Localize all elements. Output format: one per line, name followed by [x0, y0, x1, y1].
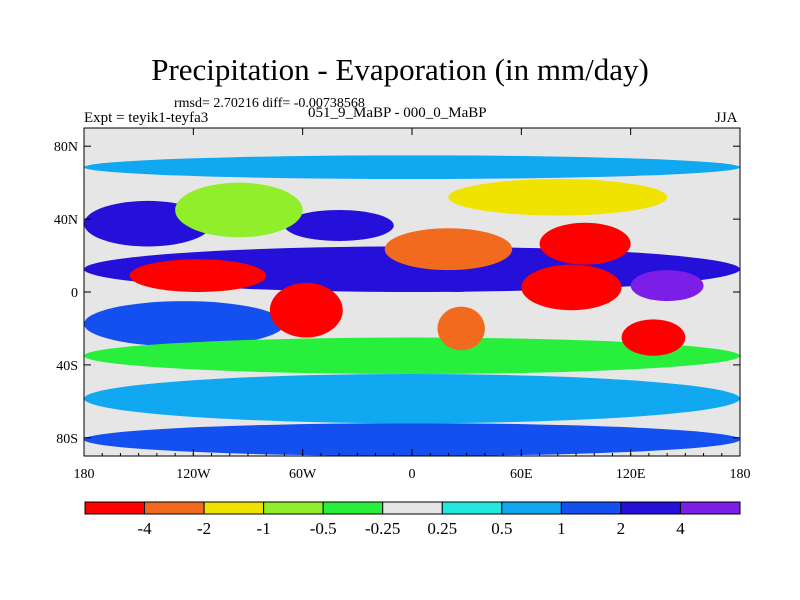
arctic-band — [84, 155, 740, 180]
stats-text: rmsd= 2.70216 diff= -0.00738568 — [174, 96, 365, 111]
lon-tick-label: 0 — [409, 467, 416, 482]
antarctica — [84, 423, 740, 456]
north-america-land — [175, 182, 303, 238]
colorbar-label: -0.5 — [310, 519, 337, 538]
colorbar-label: -4 — [137, 519, 152, 538]
lat-tick-label: 40N — [54, 213, 78, 228]
eurasia-land — [448, 179, 668, 216]
colorbar-swatch — [679, 501, 741, 515]
north-africa-arabia-dry-zone — [384, 228, 513, 271]
colorbar-swatch — [144, 501, 205, 515]
colorbar-swatch — [322, 501, 384, 515]
southern-subtropical-band — [84, 337, 740, 374]
colorbar-swatch — [203, 501, 265, 515]
lat-tick-label: 40S — [56, 359, 78, 374]
north-atlantic-band — [284, 210, 394, 241]
chart-title: Precipitation - Evaporation (in mm/day) — [151, 52, 649, 87]
colorbar-swatch — [84, 501, 146, 515]
central-africa-wet-zone — [430, 270, 485, 293]
lon-tick-label: 180 — [730, 467, 751, 482]
southern-ocean-band — [84, 374, 740, 424]
lon-tick-label: 120W — [176, 467, 211, 482]
experiment-label: Expt = teyik1-teyfa3 — [84, 110, 209, 126]
colorbar-swatch — [620, 501, 681, 515]
south-asia-dry-zone — [539, 222, 631, 265]
colorbar-label: 4 — [676, 519, 685, 538]
map-plot — [84, 128, 740, 456]
lon-tick-label: 60E — [510, 467, 533, 482]
maritime-continent-wet-zone — [630, 270, 704, 302]
season-label: JJA — [715, 110, 738, 126]
colorbar-label: -2 — [197, 519, 211, 538]
lon-tick-label: 60W — [289, 467, 317, 482]
north-indian-ocean-dry-zone — [521, 264, 622, 311]
colorbar-swatch — [441, 501, 503, 515]
australia-dry-zone — [621, 319, 686, 356]
colorbar-label: 2 — [617, 519, 626, 538]
colorbar-swatch — [560, 501, 622, 515]
lat-tick-label: 0 — [71, 286, 78, 301]
colorbar-label: 0.5 — [491, 519, 512, 538]
colorbar-label: -1 — [257, 519, 271, 538]
colorbar-label: -0.25 — [365, 519, 400, 538]
colorbar-label: 0.25 — [427, 519, 457, 538]
lat-tick-label: 80N — [54, 140, 78, 155]
colorbar-swatch — [382, 501, 443, 515]
colorbar-label: 1 — [557, 519, 566, 538]
colorbar: -4 -2 -1 -0.5 -0.25 0.25 0.5 1 2 4 — [84, 501, 741, 538]
colorbar-swatch — [501, 501, 562, 515]
comparison-label: 051_9_MaBP - 000_0_MaBP — [308, 105, 487, 121]
lon-tick-label: 180 — [74, 467, 95, 482]
southern-africa-dry-zone — [437, 306, 485, 351]
map-axes: 80N 40N 0 40S 80S 180 120W 60W 0 60E 120E 180 — [54, 127, 751, 482]
lon-tick-label: 120E — [616, 467, 646, 482]
colorbar-swatch — [263, 501, 324, 515]
east-pacific-dry-zone — [129, 259, 267, 292]
lat-tick-label: 80S — [56, 432, 78, 447]
south-america-dry-zone — [269, 282, 343, 338]
south-pacific-wet-band — [84, 301, 285, 347]
